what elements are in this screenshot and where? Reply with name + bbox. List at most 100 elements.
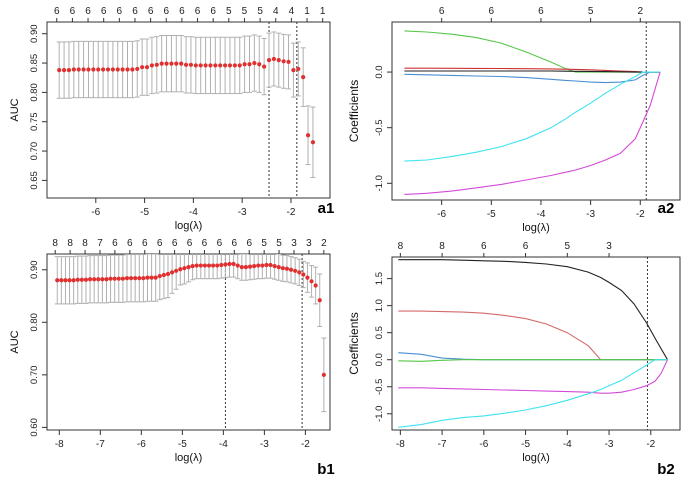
top-count-label: 6 xyxy=(85,6,91,17)
auc-point xyxy=(137,276,142,281)
auc-point xyxy=(262,64,267,69)
top-count-label: 6 xyxy=(117,6,123,17)
top-count-label: 6 xyxy=(70,6,76,17)
auc-point xyxy=(231,261,236,267)
auc-point xyxy=(227,63,233,68)
top-count-label: 6 xyxy=(142,238,148,249)
y-tick-label: 0.80 xyxy=(29,313,40,332)
auc-point xyxy=(211,263,216,268)
auc-point xyxy=(135,66,140,72)
y-tick-label: -1.0 xyxy=(374,175,385,191)
auc-point xyxy=(92,277,97,282)
top-count-label: 1 xyxy=(320,6,326,17)
top-count-label: 1 xyxy=(304,6,310,17)
chart-a1: -6 -5 -4 -3 -20.650.700.750.800.850.906 6 6 6 6 6… xyxy=(9,6,334,232)
top-count-label: 5 xyxy=(242,6,248,17)
x-tick-label: -4 xyxy=(537,209,546,220)
panel-label: b1 xyxy=(317,461,335,478)
auc-point xyxy=(198,263,203,268)
auc-point xyxy=(161,272,166,278)
auc-point xyxy=(256,263,261,268)
coef-path-cyan xyxy=(398,359,668,428)
coef-path-cyan xyxy=(404,71,661,162)
x-tick-label: -5 xyxy=(487,209,496,220)
auc-point xyxy=(281,59,286,64)
chart-b1: -8 -7 -6 -5 -4 -3 -20.600.700.800.908 8 8 7 6 6 6 6 6 6… xyxy=(9,238,335,478)
auc-point xyxy=(112,276,117,281)
top-count-label: 6 xyxy=(246,238,252,249)
y-tick-label: 0.75 xyxy=(29,112,40,131)
auc-point xyxy=(276,58,281,63)
x-tick-label: -7 xyxy=(96,439,105,450)
y-tick-label: 0.60 xyxy=(29,418,40,437)
y-tick-label: 0.70 xyxy=(29,142,40,161)
top-count-label: 6 xyxy=(157,238,163,249)
auc-point xyxy=(223,262,228,267)
auc-point xyxy=(243,265,249,270)
auc-point xyxy=(159,61,164,66)
top-count-label: 8 xyxy=(67,238,73,249)
auc-point xyxy=(198,63,203,68)
auc-point xyxy=(182,266,187,271)
auc-point xyxy=(252,263,257,269)
auc-point xyxy=(149,275,154,280)
auc-point xyxy=(291,68,296,73)
auc-point xyxy=(268,262,273,268)
x-tick-label: -6 xyxy=(479,439,488,450)
plot-area xyxy=(398,257,668,430)
auc-point xyxy=(140,65,145,70)
top-count-label: 6 xyxy=(538,6,544,17)
x-tick-label: -4 xyxy=(219,439,228,450)
plot-area xyxy=(54,254,327,430)
x-tick-label: -3 xyxy=(260,439,269,450)
x-tick-label: -7 xyxy=(438,439,447,450)
top-count-label: 8 xyxy=(398,241,404,252)
auc-point xyxy=(280,266,285,271)
top-count-label: 5 xyxy=(226,6,232,17)
auc-point xyxy=(222,63,228,68)
auc-point xyxy=(174,268,179,273)
auc-point xyxy=(86,67,91,72)
top-count-label: 7 xyxy=(97,238,103,249)
auc-point xyxy=(144,65,150,70)
auc-point xyxy=(293,268,298,273)
auc-point xyxy=(71,278,76,283)
auc-point xyxy=(202,263,208,268)
auc-point xyxy=(227,261,232,267)
auc-point xyxy=(105,67,111,72)
auc-point xyxy=(272,263,277,269)
auc-point xyxy=(164,61,169,66)
y-tick-label: -0.5 xyxy=(374,379,385,395)
top-count-label: 2 xyxy=(321,238,327,249)
auc-point xyxy=(61,68,67,73)
x-tick-label: -3 xyxy=(586,209,595,220)
top-count-label: 6 xyxy=(232,238,238,249)
auc-point xyxy=(169,270,175,275)
x-tick-label: -6 xyxy=(91,207,100,218)
coef-path-black xyxy=(404,70,661,73)
top-count-label: 8 xyxy=(82,238,88,249)
auc-point xyxy=(297,270,302,275)
x-axis-title: log(λ) xyxy=(522,222,550,234)
auc-point xyxy=(75,277,80,282)
auc-point xyxy=(125,67,130,72)
auc-point xyxy=(174,61,179,66)
x-tick-label: -2 xyxy=(636,209,645,220)
coef-path-salmon xyxy=(398,310,668,361)
auc-point xyxy=(55,278,60,283)
x-tick-label: -2 xyxy=(646,439,655,450)
top-count-label: 3 xyxy=(606,241,612,252)
y-tick-label: 0.80 xyxy=(29,83,40,102)
auc-point xyxy=(257,62,262,67)
auc-point xyxy=(141,276,146,281)
auc-point xyxy=(232,63,237,68)
x-tick-label: -2 xyxy=(301,439,310,450)
auc-point xyxy=(179,61,184,66)
y-axis-title: AUC xyxy=(9,98,21,121)
plot-area xyxy=(56,22,316,198)
auc-point xyxy=(67,278,72,283)
top-count-label: 6 xyxy=(489,6,495,17)
y-tick-label: 0.90 xyxy=(29,24,40,43)
auc-point xyxy=(154,62,159,67)
